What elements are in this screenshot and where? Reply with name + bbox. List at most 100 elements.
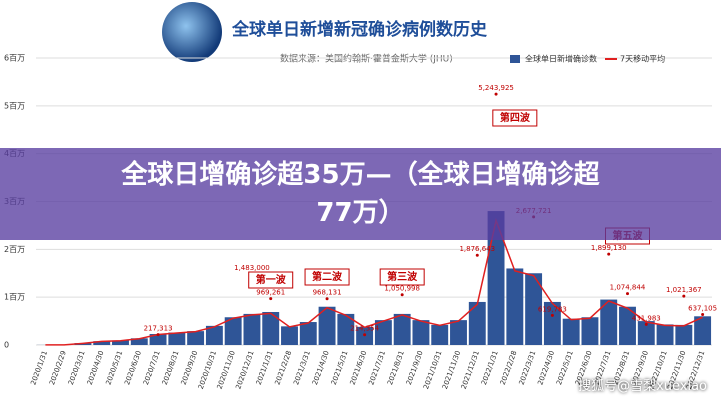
annotation-label: 214,354: [350, 325, 379, 333]
bar: [281, 326, 298, 345]
x-tick-label: 2020/12/31: [234, 350, 255, 391]
x-tick-label: 2021/4/30: [311, 350, 331, 386]
x-tick-label: 2020/2/29: [48, 350, 68, 386]
x-tick-label: 2021/11/30: [441, 350, 462, 391]
overlay-banner: 全球日增确诊超35万—（全球日增确诊超 77万）: [0, 148, 721, 240]
x-tick-label: 2020/4/30: [86, 350, 106, 386]
wave-box: [248, 271, 294, 289]
y-tick-label: 6百万: [4, 54, 25, 63]
bar: [694, 316, 712, 345]
bar: [600, 299, 618, 345]
annotation-point: [701, 313, 705, 317]
x-tick-label: 2022/3/31: [518, 350, 538, 386]
x-tick-label: 2021/1/31: [255, 350, 275, 386]
annotation-label: 217,313: [144, 325, 173, 333]
annotation-point: [475, 253, 479, 257]
x-tick-label: 2020/3/31: [67, 350, 87, 386]
bar: [318, 306, 336, 345]
headline: 全球日增确诊超35万—（全球日增确诊超: [121, 160, 600, 190]
y-tick-label: 5百万: [4, 101, 25, 110]
x-tick-label: 2020/10/31: [197, 350, 218, 391]
wave-label: 第二波: [312, 270, 343, 283]
annotation-point: [607, 252, 611, 256]
x-tick-label: 2021/6/30: [349, 350, 369, 386]
annotation-point: [363, 333, 367, 337]
legend-swatch: [510, 55, 520, 63]
annotation-point: [682, 294, 686, 298]
bar: [299, 322, 317, 345]
legend-label: 7天移动平均: [620, 54, 665, 64]
bar: [562, 318, 580, 345]
bar: [450, 320, 467, 345]
bar: [581, 317, 599, 345]
annotation-point: [550, 313, 554, 317]
y-tick-label: 1百万: [4, 293, 25, 302]
bar: [656, 324, 674, 345]
annotation-label: 969,261: [256, 289, 285, 297]
x-tick-label: 2020/8/31: [161, 350, 181, 386]
bar: [130, 338, 148, 345]
x-tick-label: 2021/8/31: [386, 350, 406, 386]
bar: [112, 340, 129, 345]
x-tick-label: 2022/5/31: [555, 350, 575, 386]
bar: [243, 313, 261, 345]
legend-label: 全球单日新增确诊数: [525, 54, 597, 64]
x-tick-label: 2021/7/31: [367, 350, 387, 386]
x-tick-label: 2021/2/28: [273, 350, 293, 386]
bar: [262, 311, 280, 345]
x-tick-label: 2020/11/30: [216, 350, 237, 391]
bar: [337, 313, 355, 345]
bar: [637, 321, 655, 345]
wave-label: 第三波: [387, 270, 418, 283]
bar: [149, 333, 167, 345]
annotation-label: 431,983: [632, 314, 661, 322]
globe-icon: [162, 2, 222, 62]
bar: [487, 211, 505, 345]
x-tick-label: 2021/9/30: [405, 350, 425, 386]
annotation-label: 1,483,000: [234, 264, 270, 272]
annotation-point: [269, 297, 273, 301]
x-tick-label: 2022/4/30: [536, 350, 556, 386]
line: [45, 218, 703, 346]
annotation-point: [644, 322, 648, 326]
x-tick-label: 2022/2/28: [499, 350, 519, 386]
bar: [619, 306, 636, 345]
x-tick-label: 2021/5/31: [330, 350, 350, 386]
annotation-point: [400, 293, 404, 297]
annotation-point: [325, 297, 329, 301]
bar: [393, 313, 411, 345]
wave-label: 第一波: [256, 273, 287, 286]
bar: [224, 317, 242, 345]
bar: [205, 325, 223, 345]
annotation-label: 619,783: [538, 305, 567, 313]
bar: [675, 324, 693, 345]
annotation-point: [156, 333, 160, 337]
x-tick-label: 2020/9/30: [180, 350, 200, 386]
annotation-label: 637,105: [688, 305, 717, 313]
bar: [168, 332, 186, 345]
bar: [412, 320, 430, 345]
wave-box: [379, 268, 425, 286]
bar: [187, 331, 205, 345]
bar: [506, 268, 524, 345]
chart-title: 全球单日新增新冠确诊病例数历史: [231, 19, 488, 40]
x-tick-label: 2021/3/31: [292, 350, 312, 386]
bar: [93, 341, 111, 345]
wave-box: [304, 268, 350, 286]
wave-box: [492, 109, 538, 127]
x-tick-label: 2020/7/31: [142, 350, 162, 386]
y-tick-label: 2百万: [4, 245, 25, 254]
annotation-point: [494, 92, 498, 96]
bar: [525, 273, 543, 345]
annotation-label: 1,899,130: [591, 244, 627, 252]
x-tick-label: 2021/12/31: [460, 350, 481, 391]
x-tick-label: 2020/5/31: [104, 350, 124, 386]
x-tick-label: 2020/1/31: [29, 350, 49, 386]
bar: [543, 301, 561, 345]
y-tick-label: 0: [4, 341, 9, 350]
x-tick-label: 2022/1/31: [480, 350, 500, 386]
x-tick-label: 2021/10/31: [422, 350, 443, 391]
headline: 77万）: [316, 198, 405, 228]
annotation-label: 1,050,998: [384, 285, 420, 293]
